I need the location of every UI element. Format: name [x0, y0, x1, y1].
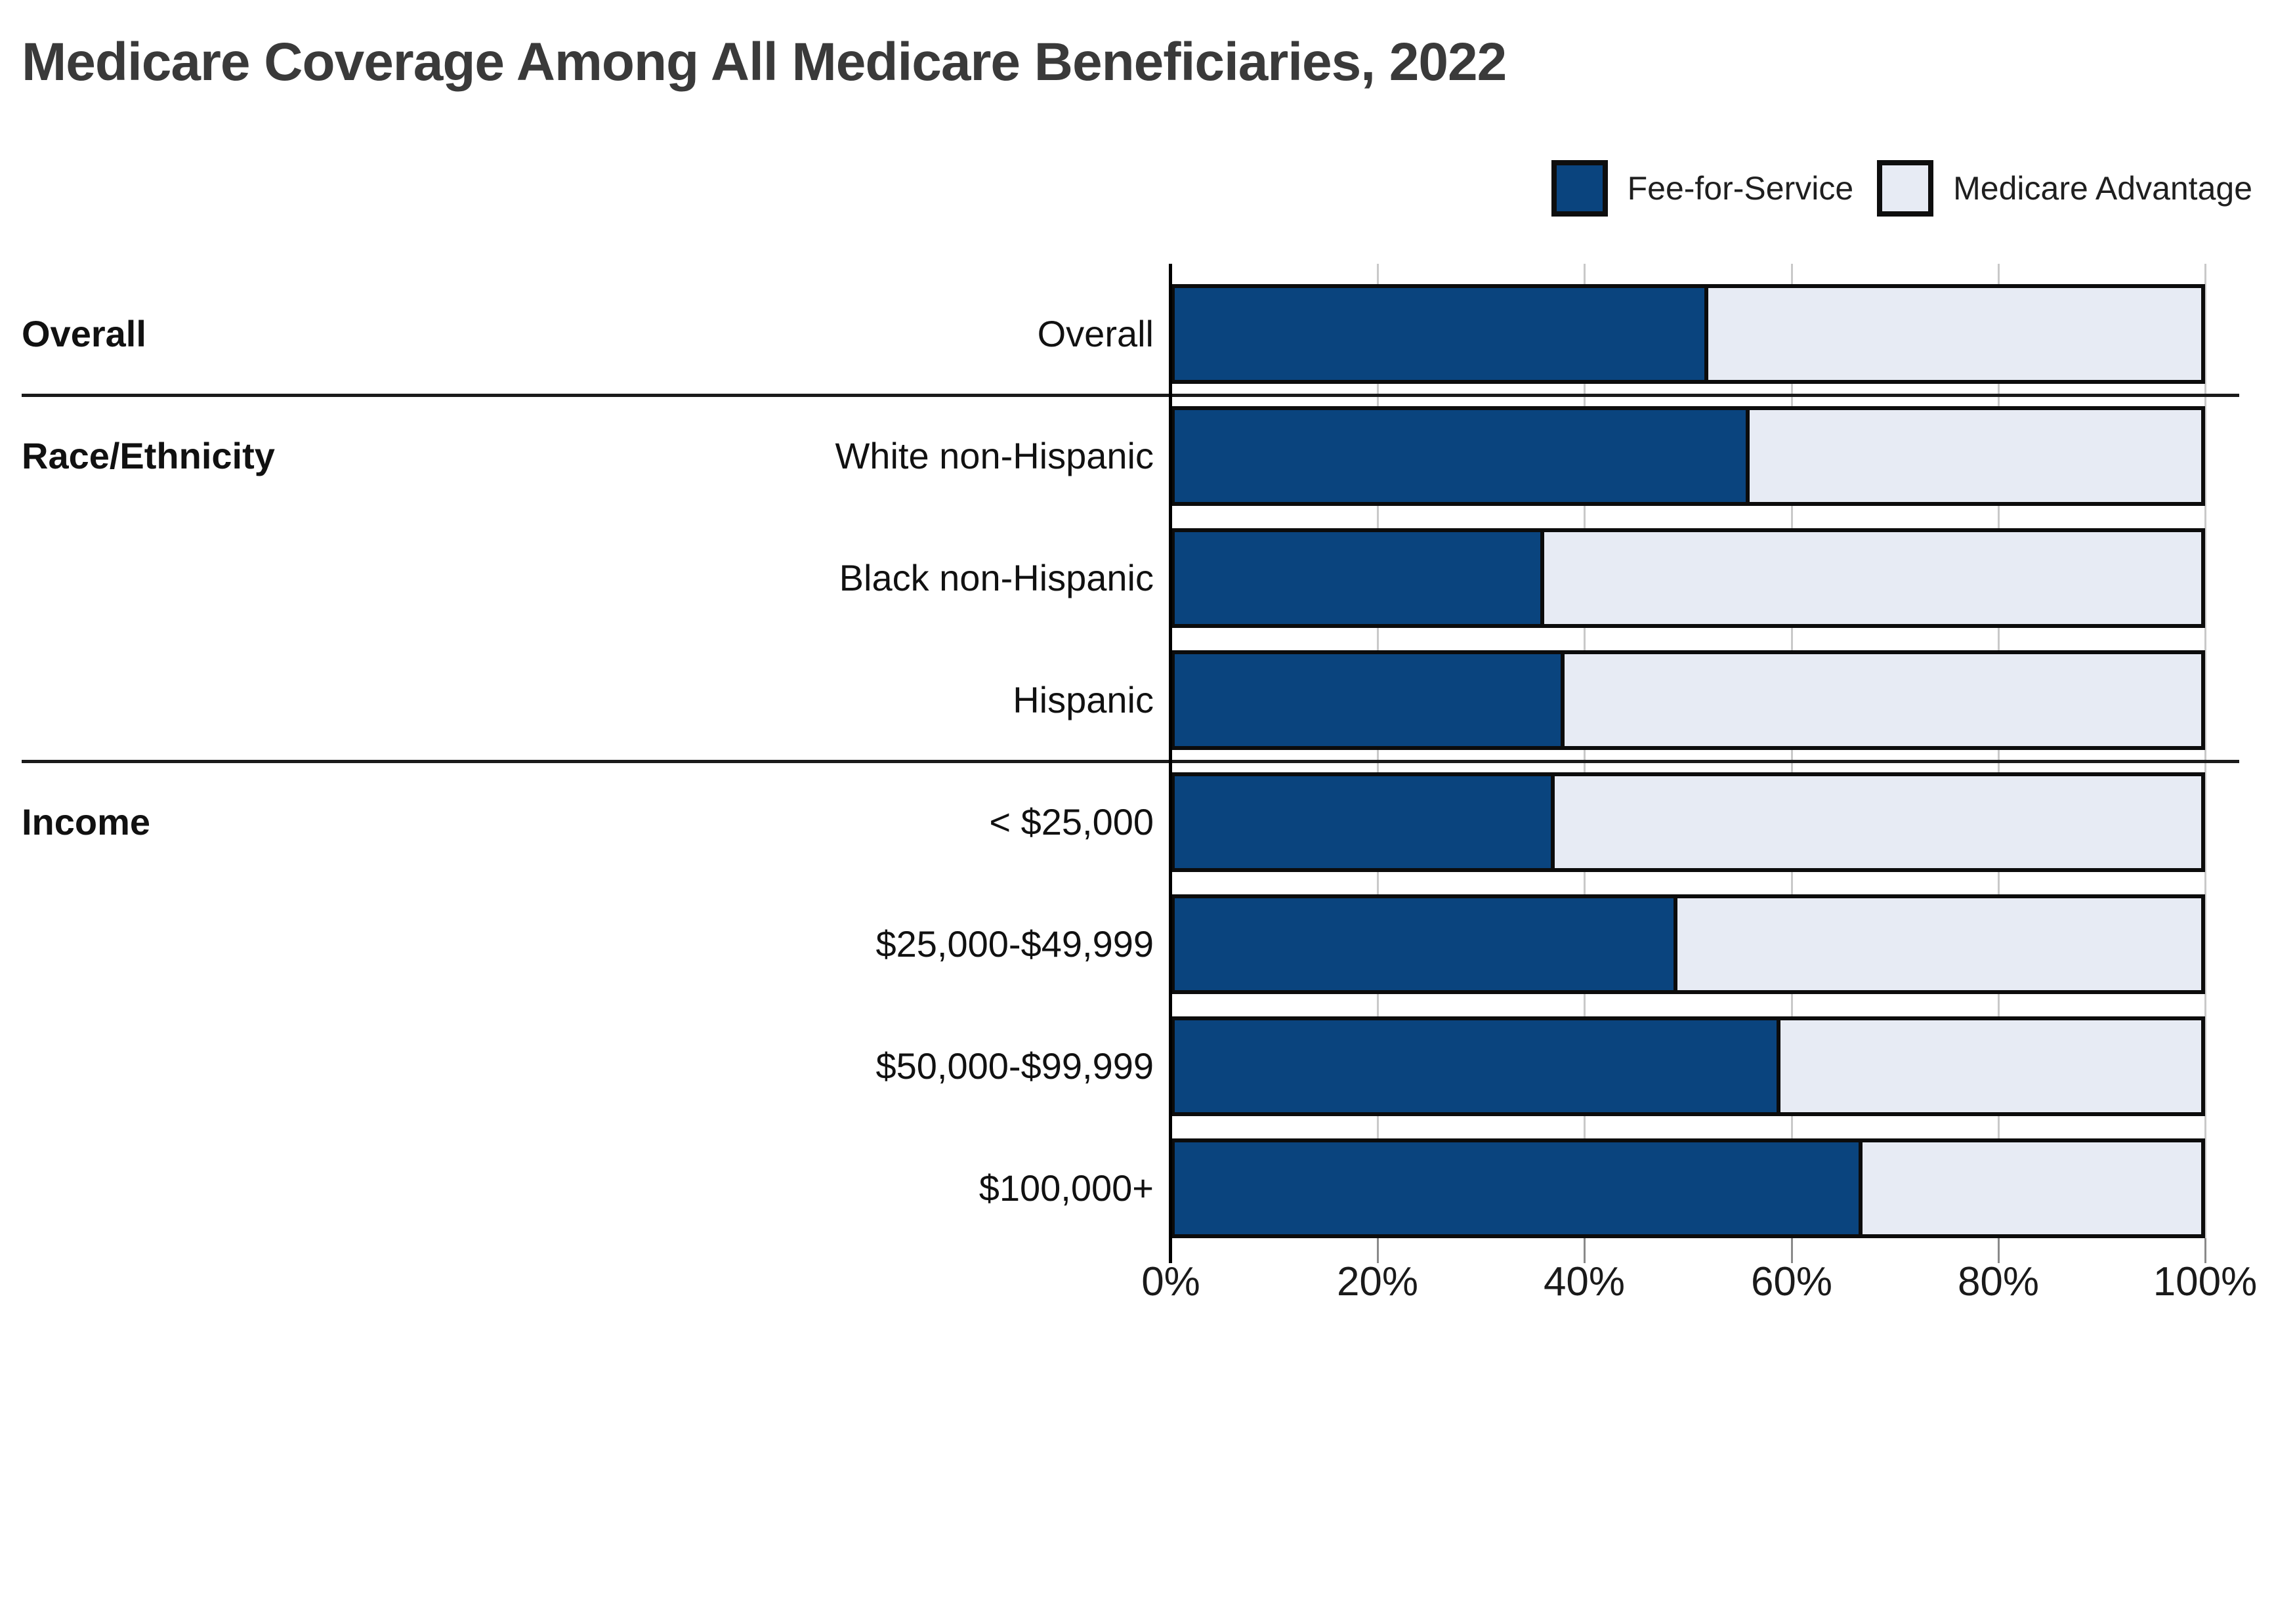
section-label-overall: Overall — [22, 313, 146, 354]
category-label: Hispanic — [1013, 679, 1154, 720]
axis-tick-label-60%: 60% — [1750, 1259, 1833, 1304]
fee-for-service-segment — [1175, 532, 1545, 624]
bar-row-4 — [1171, 650, 2205, 750]
gridline-40% — [1584, 264, 1586, 1238]
legend-item-medicare-advantage: Medicare Advantage — [1877, 160, 2252, 217]
category-label: White non-Hispanic — [835, 435, 1154, 476]
section-divider — [22, 394, 2239, 397]
medicare-advantage-segment — [1862, 1142, 2201, 1234]
medicare-advantage-segment — [1708, 288, 2201, 380]
bar-row-3 — [1171, 528, 2205, 628]
section-divider — [22, 760, 2239, 763]
legend-label-medicare-advantage: Medicare Advantage — [1953, 170, 2252, 207]
legend: Fee-for-Service Medicare Advantage — [1551, 160, 2252, 217]
medicare-advantage-segment — [1749, 410, 2201, 502]
fee-for-service-segment — [1175, 288, 1709, 380]
bar-row-6 — [1171, 894, 2205, 994]
category-label: Overall — [1037, 313, 1154, 354]
fee-for-service-segment — [1175, 410, 1750, 502]
category-label: $50,000-$99,999 — [875, 1045, 1154, 1087]
fee-for-service-segment — [1175, 1020, 1780, 1112]
axis-tick-20% — [1377, 1238, 1379, 1263]
category-label: $100,000+ — [979, 1167, 1154, 1209]
axis-tick-label-80%: 80% — [1957, 1259, 2040, 1304]
axis-tick-label-100%: 100% — [2153, 1259, 2258, 1304]
bar-row-8 — [1171, 1138, 2205, 1238]
chart-title: Medicare Coverage Among All Medicare Ben… — [22, 32, 1507, 92]
axis-tick-60% — [1791, 1238, 1793, 1263]
medicare-advantage-segment — [1544, 532, 2201, 624]
gridline-100% — [2204, 264, 2206, 1238]
axis-tick-100% — [2204, 1238, 2206, 1263]
legend-swatch-medicare-advantage — [1877, 160, 1934, 217]
fee-for-service-segment — [1175, 1142, 1863, 1234]
section-label-income: Income — [22, 801, 151, 843]
fee-for-service-segment — [1175, 776, 1555, 868]
bar-row-5 — [1171, 772, 2205, 872]
axis-tick-40% — [1584, 1238, 1586, 1263]
axis-tick-label-40%: 40% — [1543, 1259, 1626, 1304]
section-label-race-ethnicity: Race/Ethnicity — [22, 435, 275, 476]
category-label: < $25,000 — [989, 801, 1154, 843]
fee-for-service-segment — [1175, 654, 1565, 746]
category-label: Black non-Hispanic — [839, 557, 1154, 598]
bar-row-1 — [1171, 284, 2205, 384]
legend-item-fee-for-service: Fee-for-Service — [1551, 160, 1854, 217]
medicare-advantage-segment — [1780, 1020, 2201, 1112]
axis-tick-label-20%: 20% — [1336, 1259, 1419, 1304]
axis-tick-80% — [1998, 1238, 2000, 1263]
medicare-advantage-segment — [1677, 898, 2201, 990]
legend-swatch-fee-for-service — [1551, 160, 1608, 217]
bar-row-2 — [1171, 406, 2205, 506]
bar-row-7 — [1171, 1016, 2205, 1116]
category-label: $25,000-$49,999 — [875, 923, 1154, 965]
medicare-advantage-segment — [1554, 776, 2201, 868]
x-axis-zero-line — [1169, 264, 1172, 1263]
legend-label-fee-for-service: Fee-for-Service — [1627, 170, 1854, 207]
gridline-60% — [1791, 264, 1793, 1238]
gridline-80% — [1998, 264, 2000, 1238]
fee-for-service-segment — [1175, 898, 1678, 990]
gridline-20% — [1377, 264, 1379, 1238]
axis-tick-label-0%: 0% — [1141, 1259, 1200, 1304]
medicare-advantage-segment — [1565, 654, 2201, 746]
